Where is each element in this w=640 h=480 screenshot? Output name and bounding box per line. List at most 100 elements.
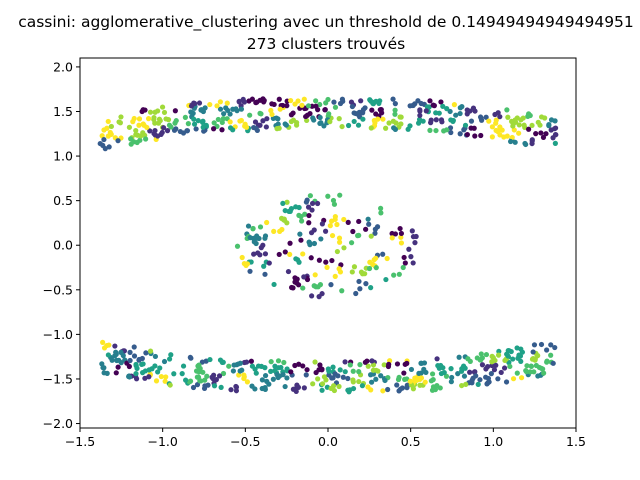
scatter-point bbox=[294, 280, 300, 286]
scatter-point bbox=[416, 370, 422, 376]
scatter-point bbox=[164, 128, 171, 134]
scatter-point bbox=[285, 268, 292, 275]
scatter-point bbox=[301, 96, 307, 102]
scatter-point bbox=[302, 211, 308, 217]
scatter-point bbox=[421, 366, 427, 372]
scatter-point bbox=[184, 128, 190, 134]
scatter-point bbox=[356, 378, 362, 385]
scatter-point bbox=[236, 99, 242, 105]
scatter-point bbox=[309, 293, 315, 299]
scatter-point bbox=[346, 389, 352, 395]
scatter-point bbox=[363, 226, 369, 232]
scatter-point bbox=[100, 365, 106, 371]
scatter-point bbox=[508, 138, 514, 145]
scatter-point bbox=[390, 96, 396, 102]
scatter-point bbox=[489, 353, 495, 359]
scatter-point bbox=[155, 369, 161, 375]
scatter-point bbox=[158, 373, 164, 380]
scatter-point bbox=[127, 349, 133, 355]
scatter-point bbox=[510, 123, 516, 129]
scatter-point bbox=[544, 347, 550, 353]
scatter-point bbox=[529, 122, 535, 129]
scatter-point bbox=[131, 353, 138, 359]
scatter-point bbox=[300, 363, 306, 369]
scatter-point bbox=[369, 107, 375, 113]
scatter-point bbox=[368, 125, 374, 131]
scatter-point bbox=[430, 102, 436, 108]
scatter-point bbox=[540, 134, 547, 140]
scatter-point bbox=[299, 218, 305, 224]
scatter-point bbox=[535, 119, 541, 125]
scatter-point bbox=[312, 359, 318, 365]
scatter-point bbox=[245, 223, 252, 229]
scatter-point bbox=[483, 366, 489, 372]
scatter-point bbox=[382, 377, 388, 384]
scatter-point bbox=[253, 370, 259, 376]
scatter-point bbox=[469, 377, 475, 383]
scatter-point bbox=[182, 114, 188, 120]
scatter-point bbox=[226, 363, 232, 369]
scatter-point bbox=[276, 96, 282, 102]
scatter-point bbox=[191, 121, 198, 127]
scatter-point bbox=[133, 376, 140, 382]
scatter-point bbox=[306, 212, 312, 219]
scatter-point bbox=[303, 372, 309, 378]
scatter-point bbox=[239, 367, 245, 373]
scatter-point bbox=[128, 136, 134, 142]
scatter-point bbox=[275, 365, 282, 371]
scatter-point bbox=[295, 384, 302, 390]
scatter-point bbox=[524, 363, 530, 369]
y-tick-label: 1.5 bbox=[53, 104, 73, 119]
scatter-point bbox=[365, 216, 371, 222]
scatter-point bbox=[391, 272, 397, 278]
scatter-point bbox=[441, 369, 447, 376]
scatter-point bbox=[479, 362, 486, 368]
scatter-point bbox=[520, 115, 526, 121]
y-tick-label: −0.5 bbox=[43, 282, 73, 297]
scatter-point bbox=[370, 261, 376, 267]
scatter-point bbox=[293, 204, 299, 210]
scatter-point bbox=[457, 110, 463, 117]
scatter-point bbox=[448, 379, 454, 385]
scatter-point bbox=[282, 383, 288, 390]
scatter-point bbox=[337, 192, 343, 198]
scatter-point bbox=[504, 351, 510, 357]
scatter-point bbox=[313, 98, 319, 104]
scatter-point bbox=[447, 108, 453, 115]
scatter-point bbox=[342, 369, 348, 375]
scatter-point bbox=[503, 379, 510, 385]
scatter-point bbox=[310, 381, 316, 387]
scatter-point bbox=[477, 377, 483, 383]
scatter-point bbox=[410, 102, 416, 109]
scatter-point bbox=[489, 124, 495, 130]
scatter-point bbox=[156, 116, 163, 122]
scatter-point bbox=[375, 368, 381, 374]
scatter-point bbox=[463, 381, 469, 387]
scatter-point bbox=[101, 345, 108, 351]
scatter-point bbox=[319, 387, 325, 393]
scatter-point bbox=[155, 120, 162, 126]
scatter-point bbox=[507, 363, 513, 370]
scatter-point bbox=[113, 370, 119, 376]
scatter-point bbox=[518, 375, 525, 381]
scatter-point bbox=[190, 384, 197, 391]
scatter-point bbox=[473, 373, 479, 379]
scatter-point bbox=[433, 117, 439, 123]
scatter-point bbox=[152, 363, 158, 369]
scatter-point bbox=[350, 368, 356, 374]
scatter-point bbox=[531, 342, 538, 348]
scatter-point bbox=[356, 218, 362, 225]
scatter-point bbox=[106, 342, 112, 348]
scatter-point bbox=[197, 378, 203, 384]
scatter-point bbox=[358, 269, 365, 275]
scatter-point bbox=[147, 348, 154, 354]
scatter-point bbox=[257, 110, 263, 116]
scatter-point bbox=[328, 282, 334, 288]
scatter-point bbox=[262, 251, 269, 257]
scatter-point bbox=[550, 360, 556, 366]
scatter-point bbox=[497, 114, 503, 120]
scatter-point bbox=[209, 374, 215, 380]
scatter-point bbox=[271, 281, 277, 288]
scatter-point bbox=[262, 271, 268, 277]
